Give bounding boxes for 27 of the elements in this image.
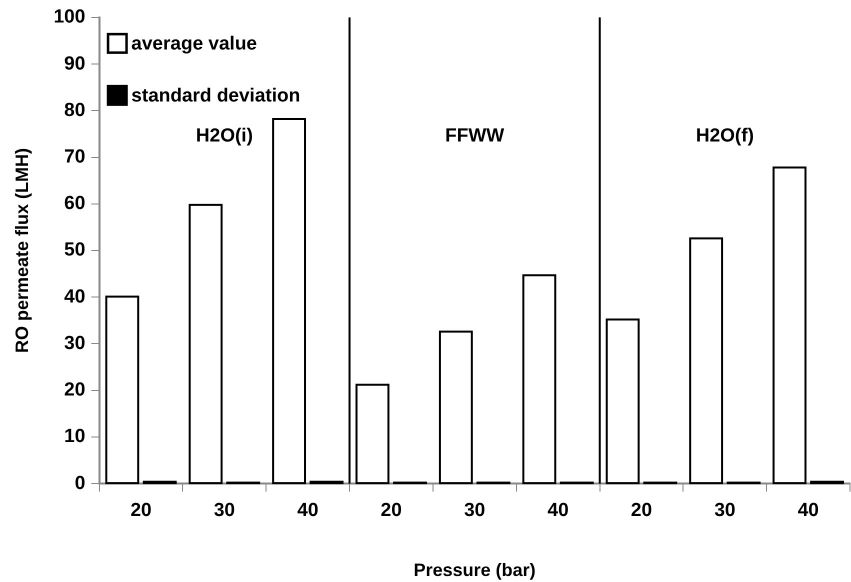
x-tick-label: 30	[714, 500, 736, 522]
y-tick-label: 40	[64, 286, 86, 308]
annotation: H2O(f)	[696, 126, 754, 147]
y-tick-label: 100	[54, 6, 86, 28]
annotation: H2O(i)	[196, 126, 253, 147]
x-tick-label: 30	[214, 500, 235, 522]
x-tick-label: 30	[464, 500, 486, 522]
x-tick-label: 20	[130, 500, 152, 522]
y-axis-title: RO permeate flux (LMH)	[12, 148, 32, 354]
x-tick-label: 20	[630, 500, 652, 522]
y-tick-label: 60	[64, 193, 86, 214]
y-tick-label: 10	[64, 426, 86, 448]
x-axis-title: Pressure (bar)	[414, 560, 536, 580]
x-tick-label: 40	[798, 500, 819, 522]
legend-label: average value	[131, 34, 258, 55]
y-tick-label: 0	[74, 472, 86, 494]
legend-label: standard deviation	[131, 86, 300, 107]
y-tick-label: 50	[64, 240, 86, 261]
x-tick-label: 40	[297, 500, 318, 522]
annotation: FFWW	[445, 126, 504, 147]
y-tick-label: 20	[64, 380, 86, 401]
y-tick-label: 90	[64, 53, 86, 74]
y-tick-label: 30	[64, 332, 86, 354]
x-tick-label: 40	[547, 500, 569, 522]
y-tick-label: 80	[64, 100, 86, 121]
x-tick-label: 20	[380, 500, 402, 522]
y-tick-label: 70	[64, 146, 86, 168]
